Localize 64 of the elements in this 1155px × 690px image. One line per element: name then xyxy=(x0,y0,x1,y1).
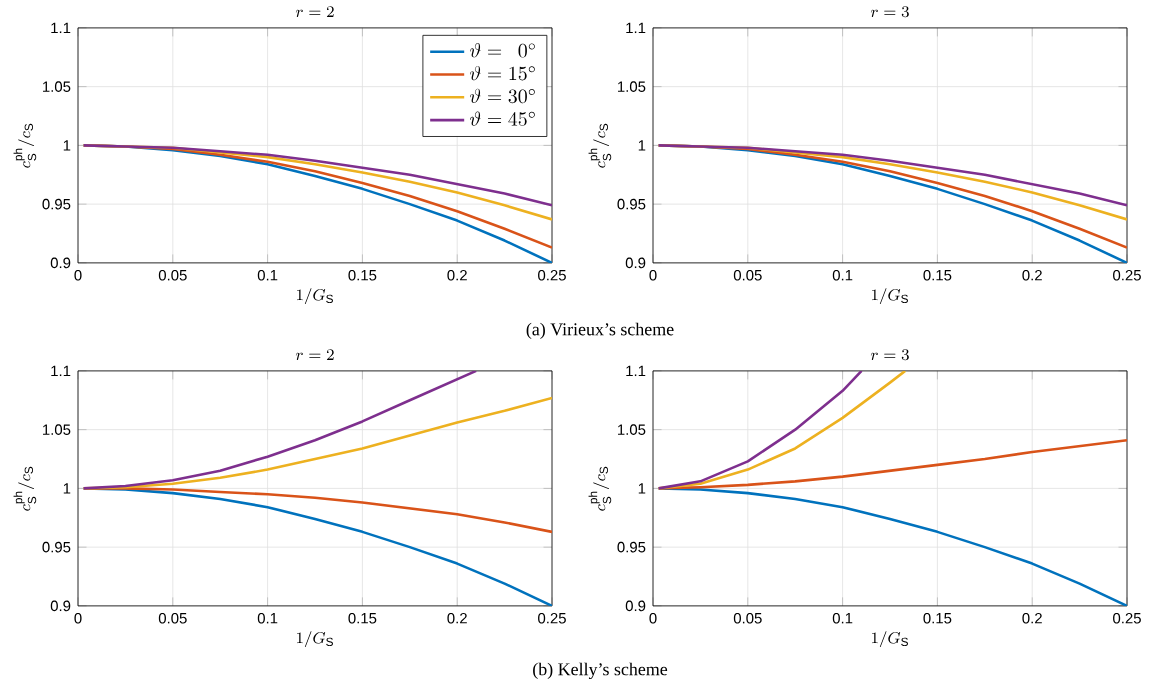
y-tick-label: 1.1 xyxy=(626,365,646,377)
y-tick-label: 1.05 xyxy=(618,81,646,92)
legend-label: $\vartheta = 45^\circ$ xyxy=(470,111,535,127)
x-tick-label: 0.25 xyxy=(1113,269,1141,281)
x-tick-label: 0.15 xyxy=(348,269,377,281)
y-axis-title: $c_{\mathrm{S}}^{\mathrm{ph}}/c_{\mathrm{S}}$ xyxy=(13,123,37,168)
x-tick-label: 0.2 xyxy=(447,269,467,281)
x-tick-label: 0.1 xyxy=(832,269,853,281)
y-tick-label: 1 xyxy=(638,483,646,494)
x-tick-label: 0.25 xyxy=(538,612,566,624)
x-tick-label: 0 xyxy=(74,269,82,281)
x-axis-title: $1/G_{\mathrm{S}}$ xyxy=(297,288,333,305)
y-tick-label: 1 xyxy=(63,140,71,151)
x-tick-label: 0.05 xyxy=(733,269,762,281)
y-axis-title: $c_{\mathrm{S}}^{\mathrm{ph}}/c_{\mathrm{S}}$ xyxy=(588,466,612,511)
chart-title: $r = 2$ xyxy=(295,349,334,361)
legend-label: $\vartheta = 15^\circ$ xyxy=(470,65,535,81)
y-tick-label: 0.95 xyxy=(617,541,646,553)
x-tick-label: 0.2 xyxy=(447,612,467,624)
x-tick-label: 0.25 xyxy=(538,269,566,281)
text: (a) Virieux’s scheme xyxy=(526,322,674,340)
x-tick-label: 0 xyxy=(74,612,82,624)
x-tick-label: 0.25 xyxy=(1113,612,1141,624)
y-tick-label: 1 xyxy=(63,483,71,494)
x-tick-label: 0 xyxy=(649,269,657,281)
line-series xyxy=(82,370,478,490)
legend-label: $\vartheta = 30^\circ$ xyxy=(470,88,535,104)
x-tick-label: 0.2 xyxy=(1022,269,1042,281)
line-series xyxy=(657,370,863,490)
chart-title: $r = 2$ xyxy=(295,6,334,18)
x-tick-label: 0.1 xyxy=(257,269,278,281)
x-axis-title: $1/G_{\mathrm{S}}$ xyxy=(872,288,908,305)
x-tick-label: 0.05 xyxy=(158,269,187,281)
x-tick-label: 0.15 xyxy=(923,269,952,281)
y-tick-label: 0.95 xyxy=(42,541,71,553)
y-tick-label: 0.95 xyxy=(617,198,646,210)
y-tick-label: 0.9 xyxy=(625,257,646,269)
y-tick-label: 0.9 xyxy=(50,257,71,269)
y-tick-label: 1.05 xyxy=(43,424,71,435)
y-tick-label: 1.1 xyxy=(51,365,71,377)
y-tick-label: 0.9 xyxy=(625,600,646,612)
y-tick-label: 0.95 xyxy=(42,198,71,210)
x-tick-label: 0.2 xyxy=(1022,612,1042,624)
x-tick-label: 0.05 xyxy=(733,612,762,624)
y-tick-label: 1.05 xyxy=(618,424,646,435)
x-tick-label: 0 xyxy=(649,612,657,624)
y-tick-label: 1.1 xyxy=(626,22,646,34)
y-tick-label: 1.05 xyxy=(43,81,71,92)
y-axis-title: $c_{\mathrm{S}}^{\mathrm{ph}}/c_{\mathrm{S}}$ xyxy=(13,466,37,511)
text: (b) Kelly’s scheme xyxy=(533,662,668,680)
y-tick-label: 1 xyxy=(638,140,646,151)
chart-title: $r = 3$ xyxy=(870,349,909,361)
y-axis-title: $c_{\mathrm{S}}^{\mathrm{ph}}/c_{\mathrm{S}}$ xyxy=(588,123,612,168)
x-axis-title: $1/G_{\mathrm{S}}$ xyxy=(297,631,333,648)
legend-label: $\vartheta = \phantom{1}0^\circ$ xyxy=(470,43,535,58)
chart-title: $r = 3$ xyxy=(870,6,909,18)
x-tick-label: 0.05 xyxy=(158,612,187,624)
y-tick-label: 0.9 xyxy=(50,600,71,612)
x-tick-label: 0.15 xyxy=(923,612,952,624)
x-tick-label: 0.1 xyxy=(832,612,853,624)
x-tick-label: 0.15 xyxy=(348,612,377,624)
y-tick-label: 1.1 xyxy=(51,22,71,34)
x-tick-label: 0.1 xyxy=(257,612,278,624)
x-axis-title: $1/G_{\mathrm{S}}$ xyxy=(872,631,908,648)
